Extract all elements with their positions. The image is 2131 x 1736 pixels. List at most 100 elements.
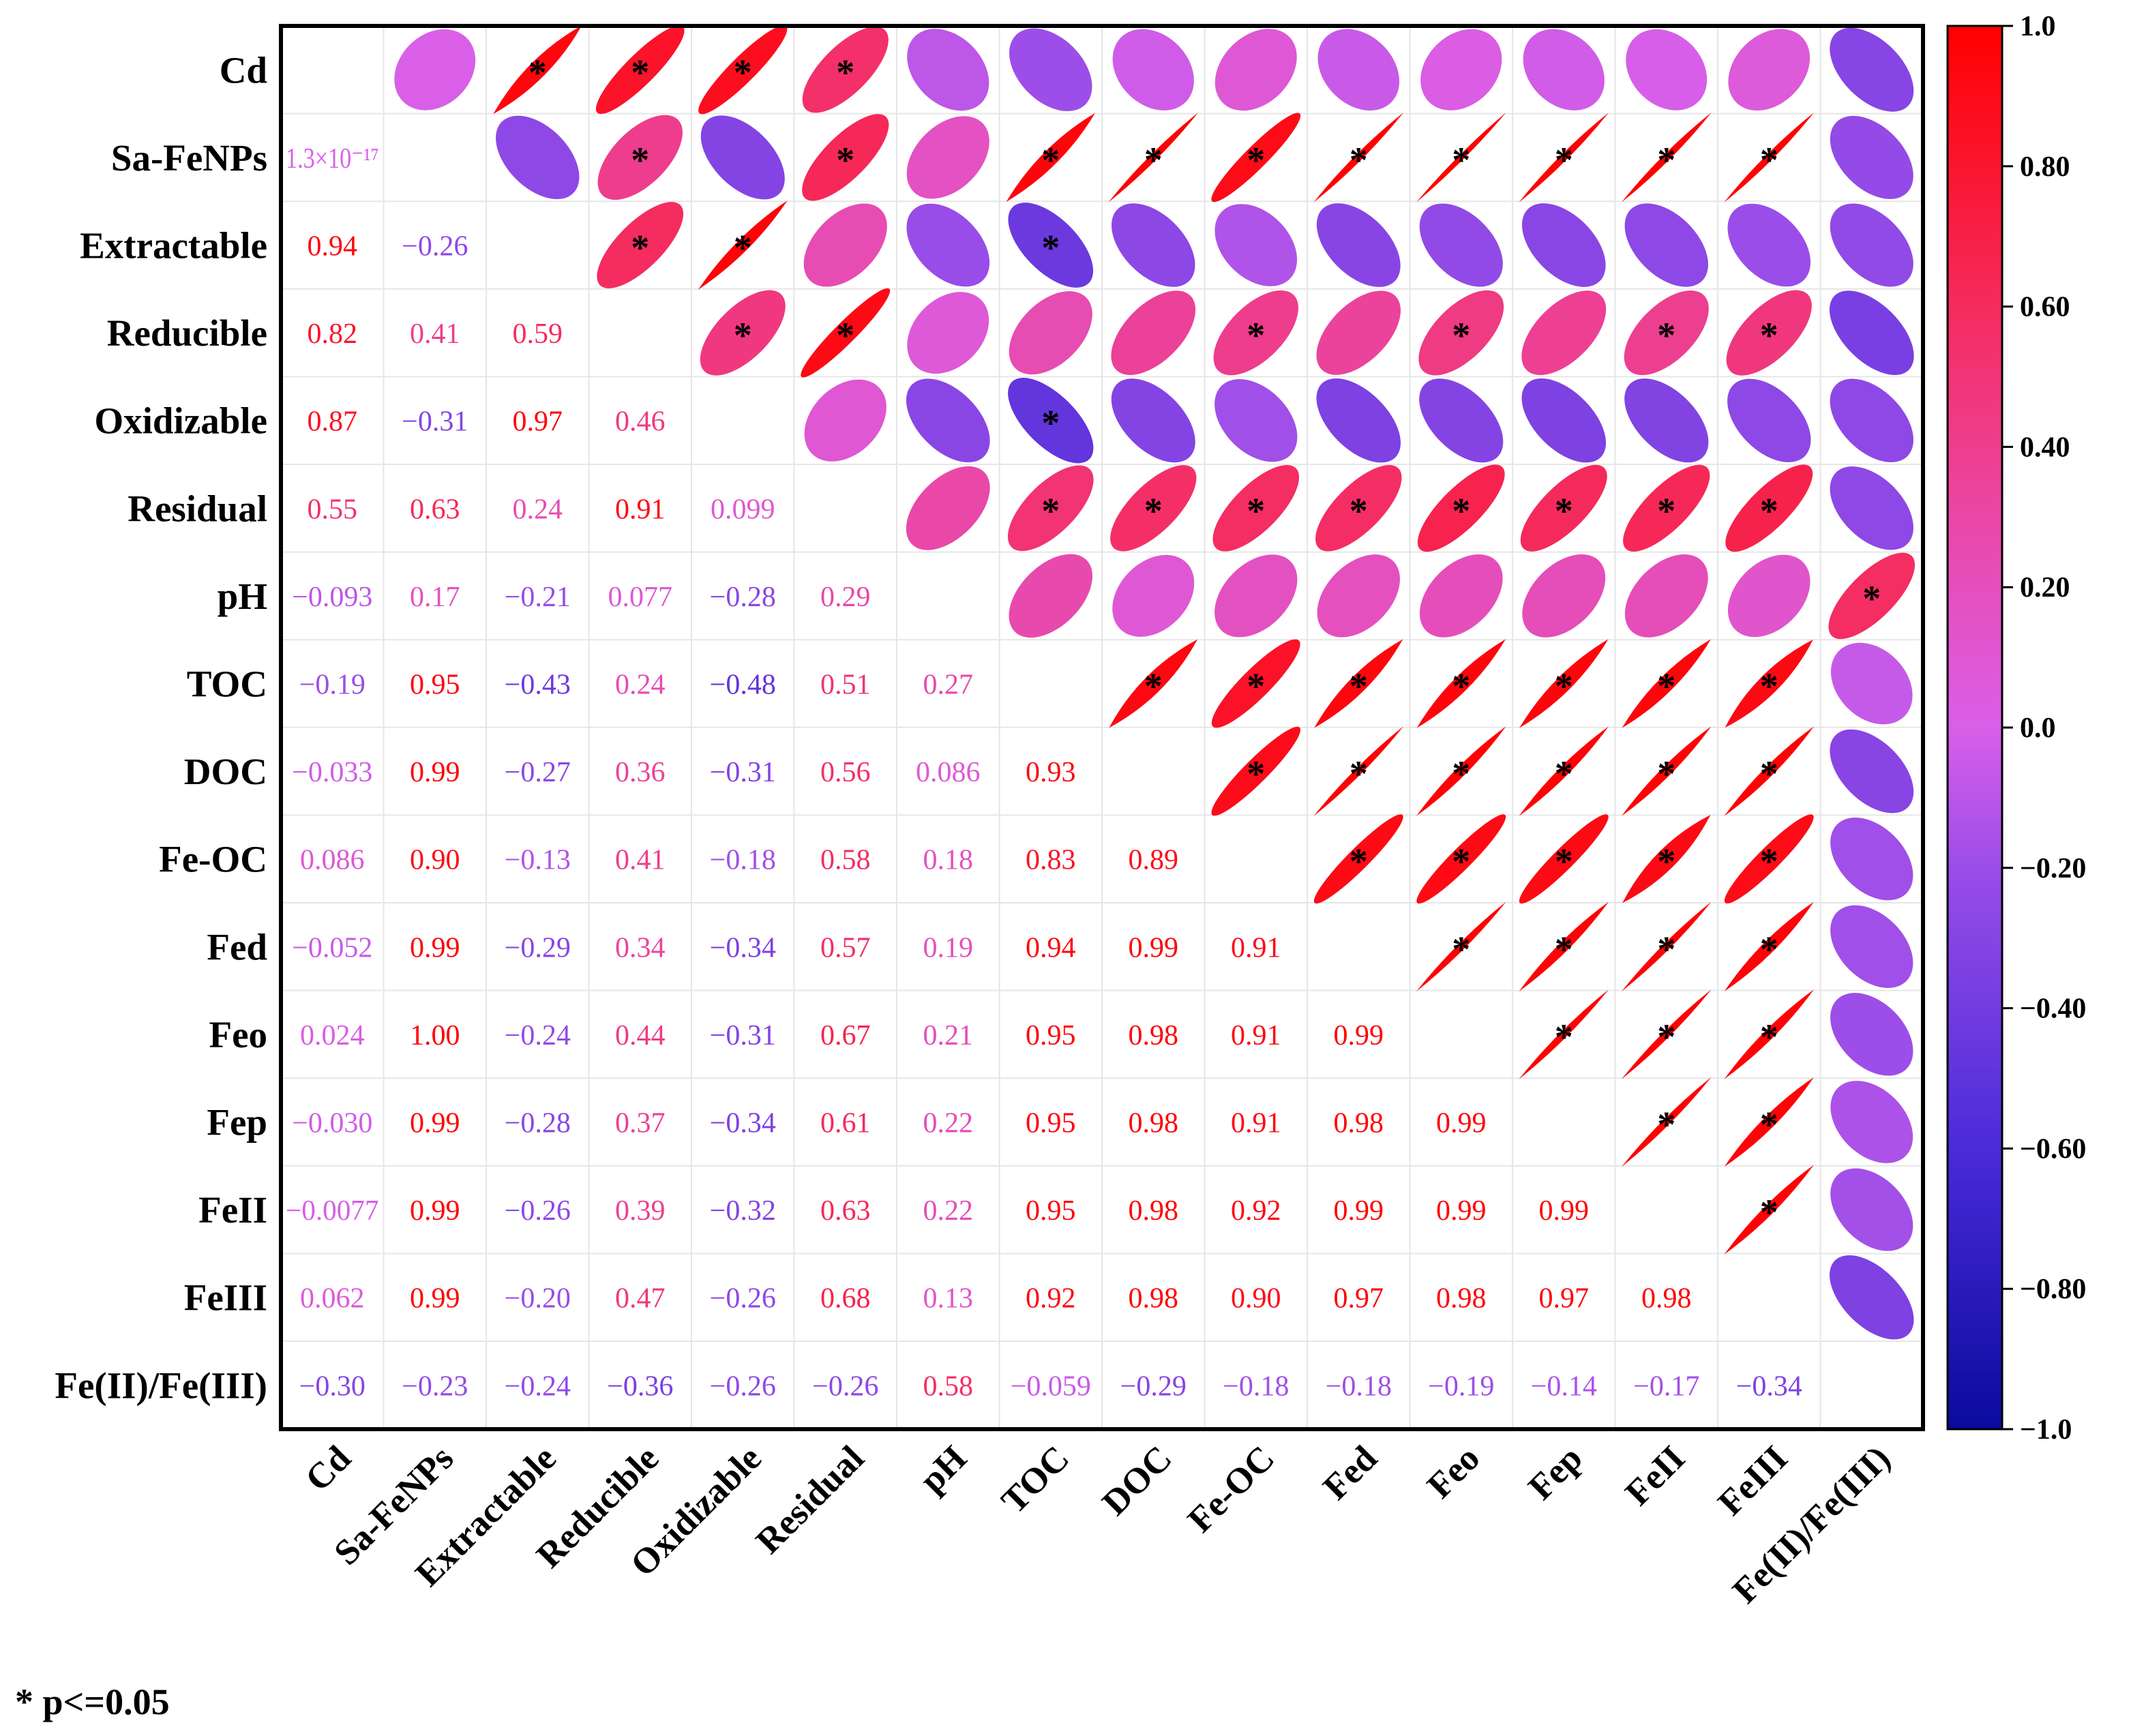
ellipse-shape: [1418, 290, 1504, 376]
correlation-value-fe-oc-oxidizable: −0.18: [710, 845, 776, 876]
column-label-fed: Fed: [1315, 1438, 1384, 1507]
correlation-ellipse-ph-fep: [1522, 554, 1606, 638]
significance-marker: *: [1760, 490, 1778, 531]
correlation-value-sa-fenps-cd: 1.3×10⁻¹⁷: [286, 143, 379, 175]
significance-marker: *: [1144, 140, 1163, 181]
correlation-ellipse-cd-ph: [907, 29, 989, 111]
correlation-ellipse-fe-oc-fe-ii-fe-iii: [1830, 818, 1913, 901]
correlation-ellipse-reducible-feiii: [1726, 290, 1812, 376]
significance-marker: *: [1555, 490, 1573, 531]
correlation-ellipse-fed-feo: [1416, 901, 1506, 992]
ellipse-shape: [1622, 815, 1711, 903]
colorbar-tick-label: 1.0: [2020, 11, 2056, 42]
column-label-feiii: FeIII: [1710, 1438, 1795, 1523]
row-label-residual: Residual: [128, 488, 267, 529]
ellipse-shape: [1213, 290, 1298, 376]
correlation-value-feo-toc: 0.95: [1026, 1020, 1076, 1051]
significance-marker: *: [734, 52, 752, 93]
correlation-ellipse-oxidizable-fep: [1521, 378, 1606, 463]
significance-marker: *: [1452, 753, 1470, 794]
significance-marker: *: [1760, 1105, 1778, 1146]
significance-marker: *: [1657, 841, 1675, 882]
correlation-ellipse-sa-fenps-fe-oc: [1211, 113, 1301, 203]
row-label-fe-oc: Fe-OC: [159, 839, 267, 880]
correlation-value-feii-feo: 0.99: [1436, 1195, 1487, 1227]
correlation-value-ph-sa-fenps: 0.17: [410, 582, 460, 613]
correlation-ellipse-cd-sa-fenps: [394, 29, 476, 110]
ellipse-shape: [801, 288, 891, 378]
ellipse-shape: [1830, 818, 1913, 901]
ellipse-shape: [1317, 554, 1400, 638]
significance-marker: *: [1247, 140, 1265, 181]
significance-marker: *: [1041, 140, 1060, 181]
correlation-value-ph-extractable: −0.21: [505, 582, 571, 613]
colorbar-tick-label: −0.40: [2020, 993, 2086, 1025]
correlation-value-fe-oc-residual: 0.58: [820, 845, 871, 876]
colorbar-gradient: [1946, 25, 2003, 1431]
correlation-value-fep-ph: 0.22: [923, 1108, 974, 1139]
correlation-ellipse-oxidizable-feiii: [1727, 378, 1811, 462]
ellipse-shape: [1521, 203, 1606, 287]
significance-marker: *: [1350, 140, 1368, 181]
correlation-value-oxidizable-reducible: 0.46: [615, 406, 666, 438]
correlation-ellipse-cd-oxidizable: [698, 25, 788, 115]
correlation-ellipse-fe-oc-fed: [1313, 814, 1403, 904]
correlation-value-ph-reducible: 0.077: [608, 582, 673, 613]
correlation-ellipse-doc-feo: [1416, 726, 1506, 816]
correlation-ellipse-residual-fed: [1315, 465, 1402, 552]
correlation-value-fed-toc: 0.94: [1026, 932, 1076, 963]
correlation-value-feii-toc: 0.95: [1026, 1195, 1076, 1227]
correlation-ellipse-fe-oc-feiii: [1724, 814, 1814, 904]
correlation-ellipse-feo-fep: [1519, 989, 1609, 1079]
colorbar-tick-label: 0.0: [2020, 713, 2056, 744]
correlation-value-fe-ii-fe-iii-extractable: −0.24: [505, 1371, 571, 1402]
correlation-ellipse-ph-feii: [1624, 554, 1708, 638]
correlation-ellipse-extractable-toc: [1008, 203, 1094, 288]
significance-marker: *: [1452, 929, 1470, 970]
row-label-oxidizable: Oxidizable: [94, 400, 267, 442]
ellipse-shape: [1416, 726, 1506, 816]
correlation-ellipse-reducible-fe-oc: [1213, 290, 1298, 376]
ellipse-shape: [1416, 112, 1506, 203]
ellipse-shape: [1420, 29, 1502, 110]
significance-marker: *: [1144, 666, 1163, 707]
row-label-doc: DOC: [184, 751, 267, 792]
correlation-ellipse-fep-feii: [1621, 1077, 1712, 1167]
correlation-value-fe-ii-fe-iii-doc: −0.29: [1120, 1371, 1187, 1402]
ellipse-shape: [394, 29, 476, 110]
correlation-ellipse-sa-fenps-fe-ii-fe-iii: [1830, 115, 1913, 199]
ellipse-shape: [1419, 203, 1503, 287]
ellipse-shape: [698, 25, 788, 115]
significance-marker: *: [1760, 929, 1778, 970]
correlation-ellipse-oxidizable-fe-ii-fe-iii: [1830, 378, 1913, 462]
correlation-ellipse-residual-doc: [1110, 465, 1197, 552]
correlation-value-oxidizable-cd: 0.87: [308, 406, 358, 438]
correlation-value-feii-sa-fenps: 0.99: [410, 1195, 460, 1227]
row-label-extractable: Extractable: [80, 225, 267, 267]
correlation-ellipse-residual-fep: [1520, 464, 1607, 552]
column-label-fep: Fep: [1521, 1438, 1590, 1507]
ellipse-shape: [1314, 639, 1403, 728]
correlation-ellipse-sa-fenps-feo: [1416, 112, 1506, 203]
ellipse-shape: [1830, 466, 1913, 550]
correlation-value-doc-sa-fenps: 0.99: [410, 757, 460, 788]
correlation-value-feo-fe-oc: 0.91: [1231, 1020, 1281, 1051]
ellipse-shape: [1830, 1255, 1914, 1340]
correlation-value-toc-residual: 0.51: [820, 670, 871, 701]
significance-marker: *: [836, 140, 854, 181]
significance-marker: *: [1350, 490, 1368, 531]
ellipse-shape: [1622, 639, 1711, 728]
significance-marker: *: [1555, 841, 1573, 882]
significance-marker: *: [1657, 140, 1675, 181]
correlation-value-fed-ph: 0.19: [923, 932, 974, 963]
correlation-ellipse-residual-ph: [906, 466, 990, 550]
ellipse-shape: [1520, 464, 1607, 552]
correlation-ellipse-residual-fe-ii-fe-iii: [1830, 466, 1913, 550]
correlation-value-residual-reducible: 0.91: [615, 494, 666, 525]
ellipse-shape: [1724, 901, 1814, 991]
row-labels: Cd Sa-FeNPs Extractable Reducible Oxidizable…: [55, 49, 267, 1406]
correlation-value-fe-ii-fe-iii-feii: −0.17: [1633, 1371, 1699, 1402]
correlation-value-fe-ii-fe-iii-fep: −0.14: [1531, 1371, 1597, 1402]
correlation-ellipse-feii-feiii: [1724, 1165, 1814, 1255]
significance-marker: *: [836, 52, 854, 93]
